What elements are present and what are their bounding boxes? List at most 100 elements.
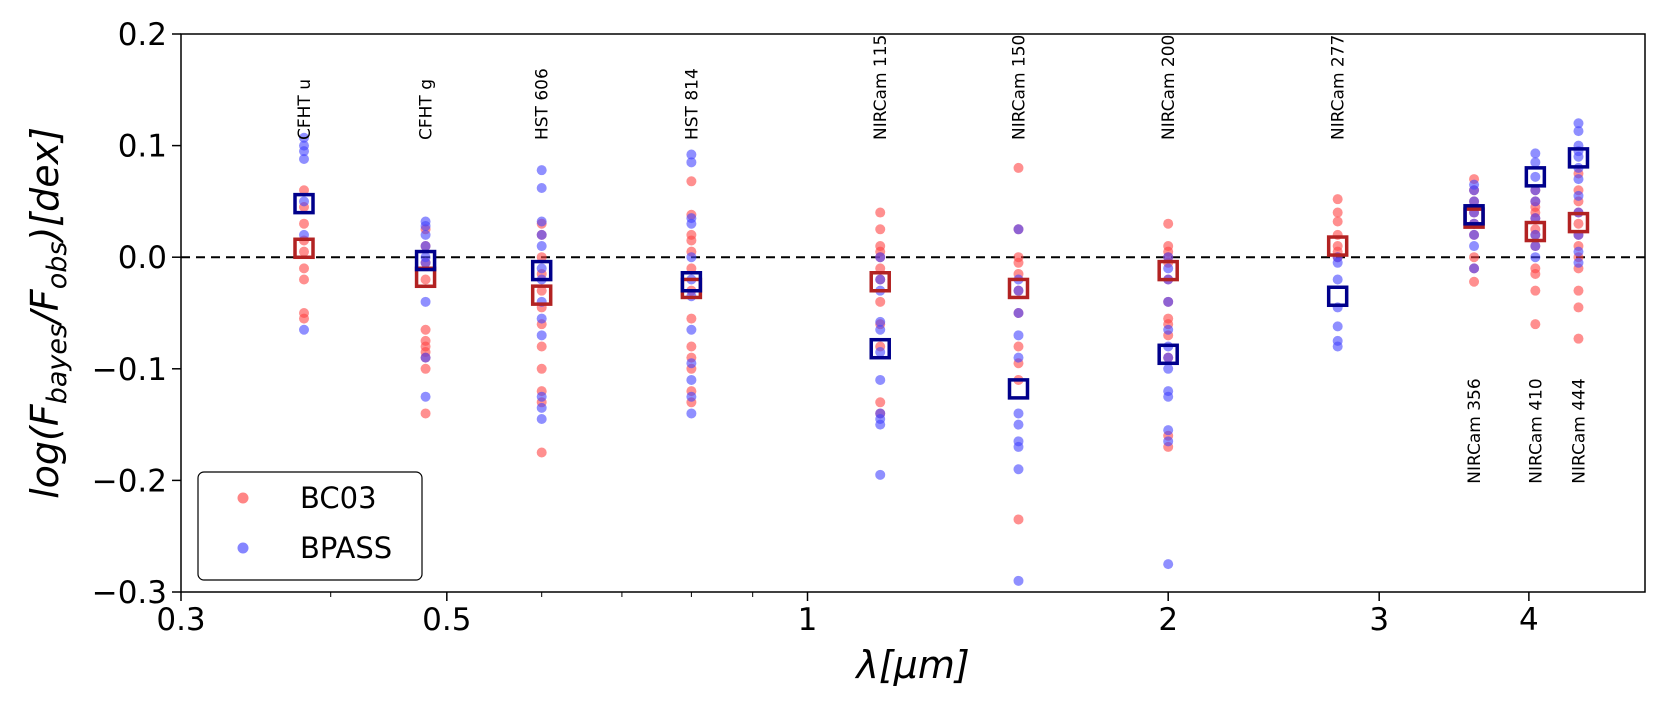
bc03-point: [875, 296, 886, 307]
x-axis-title: λ[μm]: [854, 643, 969, 687]
bpass-point: [1332, 274, 1343, 285]
x-tick-label: 1: [798, 602, 818, 638]
bpass-point: [1013, 464, 1024, 475]
bc03-point: [536, 341, 547, 352]
bpass-point: [536, 229, 547, 240]
bpass-point: [299, 324, 310, 335]
bpass-median-marker: [530, 259, 553, 282]
plot-area: [181, 34, 1645, 592]
bpass-point: [1573, 174, 1584, 185]
legend-label-bpass: BPASS: [300, 531, 392, 565]
bc03-point: [875, 397, 886, 408]
bc03-median-marker: [1567, 211, 1590, 234]
bc03-point: [1332, 216, 1343, 227]
bpass-point: [536, 402, 547, 413]
bpass-point: [686, 149, 697, 160]
bc03-point: [1013, 514, 1024, 525]
bpass-point: [420, 296, 431, 307]
bpass-median-marker: [1524, 166, 1547, 188]
bc03-point: [420, 274, 431, 285]
bpass-point: [1013, 285, 1024, 296]
bpass-median-marker: [1567, 147, 1590, 169]
bpass-point: [1530, 148, 1541, 159]
bpass-point: [1530, 241, 1541, 252]
y-tick-label: 0.1: [118, 129, 167, 165]
bpass-median-marker: [1463, 204, 1485, 226]
bpass-point: [875, 419, 886, 430]
bpass-point: [299, 153, 310, 164]
y-tick-label: 0.2: [118, 17, 167, 53]
bpass-point: [1013, 308, 1024, 318]
y-axis-title-subscript: obs: [42, 242, 73, 290]
y-tick-label: 0.0: [118, 240, 167, 276]
bc03-point: [686, 341, 697, 352]
band-label: HST 814: [682, 68, 702, 140]
legend-marker-bpass: [237, 542, 249, 554]
bpass-median-marker: [1007, 378, 1030, 400]
bc03-point: [1332, 207, 1343, 218]
bpass-point: [1013, 419, 1024, 430]
legend-label-bc03: BC03: [300, 481, 377, 515]
bpass-point: [420, 391, 431, 402]
bc03-point: [686, 176, 697, 187]
bpass-point: [1469, 241, 1480, 252]
bc03-point: [686, 313, 697, 324]
bc03-median-marker: [293, 237, 315, 260]
y-tick-label: −0.2: [92, 463, 167, 499]
bpass-point: [1573, 246, 1584, 257]
bc03-point: [536, 252, 547, 263]
band-label: NIRCam 277: [1329, 35, 1349, 140]
bc03-point: [1163, 218, 1174, 229]
bc03-point: [1332, 194, 1343, 205]
bpass-point: [1469, 263, 1480, 274]
bc03-point: [1530, 319, 1541, 330]
bpass-point: [686, 324, 697, 335]
bc03-point: [299, 218, 310, 229]
bc03-point: [1530, 268, 1541, 279]
bpass-point: [1163, 324, 1174, 335]
bc03-point: [1573, 218, 1584, 229]
bc03-median-marker: [1007, 277, 1030, 300]
bpass-point: [875, 469, 886, 480]
y-axis-title-part: )[dex]: [23, 127, 67, 244]
bc03-point: [299, 313, 310, 324]
band-label: HST 606: [533, 68, 553, 140]
bpass-point: [536, 313, 547, 324]
bpass-point: [1013, 352, 1024, 363]
bc03-median-marker: [530, 284, 553, 306]
bc03-point: [1573, 333, 1584, 344]
bc03-point: [1573, 302, 1584, 313]
legend: BC03 BPASS: [197, 471, 423, 581]
bpass-point: [1530, 213, 1541, 224]
bpass-point: [1469, 229, 1480, 240]
bpass-point: [1530, 229, 1541, 240]
bpass-point: [536, 391, 547, 402]
bpass-median-marker: [293, 192, 315, 215]
bc03-point: [875, 207, 886, 218]
bpass-point: [1013, 330, 1024, 341]
bpass-point: [1573, 257, 1584, 268]
bc03-point: [536, 285, 547, 296]
bpass-median-marker: [869, 337, 891, 360]
bpass-point: [1163, 352, 1174, 363]
bpass-point: [1469, 185, 1480, 196]
bpass-point: [1573, 118, 1584, 129]
bc03-point: [1013, 162, 1024, 173]
bc03-median-marker: [869, 271, 891, 293]
bpass-point: [1163, 559, 1174, 570]
bpass-point: [1163, 296, 1174, 307]
bpass-point: [420, 352, 431, 363]
bpass-point: [1163, 263, 1174, 274]
bpass-point: [1013, 408, 1024, 419]
bpass-point: [420, 220, 431, 231]
bpass-point: [1573, 151, 1584, 162]
y-axis-title-subscript: bayes: [42, 324, 73, 404]
bpass-median-marker: [414, 249, 437, 272]
bc03-point: [420, 324, 431, 335]
bc03-point: [1469, 252, 1480, 263]
bpass-point: [875, 274, 886, 285]
bc03-point: [1013, 341, 1024, 352]
bpass-point: [299, 196, 310, 207]
bpass-point: [299, 146, 310, 157]
bpass-point: [686, 157, 697, 168]
